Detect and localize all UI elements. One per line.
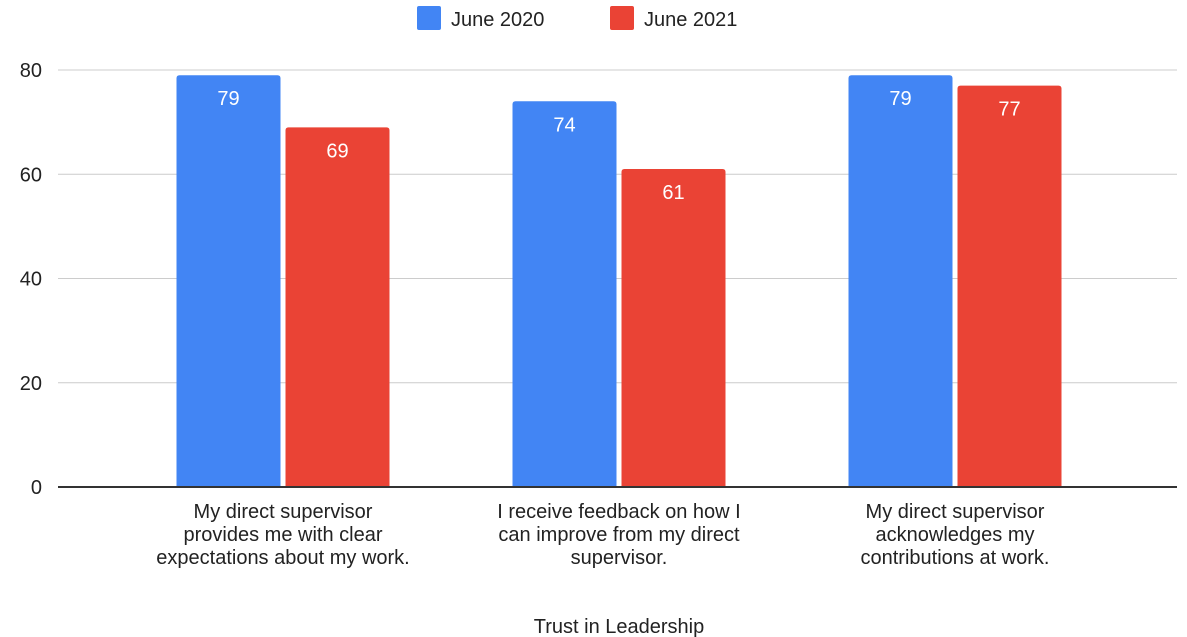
data-label: 77 [998, 99, 1020, 121]
x-category-label-line: acknowledges my [876, 524, 1035, 546]
data-label: 79 [217, 88, 239, 110]
y-axis-ticks: 0 20 40 60 80 [20, 60, 42, 499]
x-category-label-line: can improve from my direct [498, 524, 740, 546]
x-category-label-line: supervisor. [571, 547, 668, 569]
x-category-label-line: provides me with clear [184, 524, 383, 546]
data-labels: 79 74 79 69 61 77 [217, 88, 1020, 204]
legend-swatch [417, 6, 441, 30]
bar [621, 169, 726, 487]
y-tick-label: 60 [20, 164, 42, 186]
y-tick-label: 80 [20, 60, 42, 82]
legend-label: June 2020 [451, 9, 544, 31]
data-label: 74 [553, 114, 575, 136]
data-label: 79 [889, 88, 911, 110]
x-category-label: My direct supervisor provides me with cle… [156, 501, 409, 569]
bar [848, 75, 953, 488]
x-category-label-line: I receive feedback on how I [497, 501, 740, 523]
bars [176, 75, 1062, 488]
y-tick-label: 20 [20, 373, 42, 395]
legend-swatch [610, 6, 634, 30]
data-label: 69 [326, 140, 348, 162]
bar [512, 101, 617, 488]
legend: June 2020 June 2021 [417, 6, 737, 31]
bar [285, 127, 390, 488]
bar [176, 75, 281, 488]
data-label: 61 [662, 182, 684, 204]
x-axis-title: Trust in Leadership [534, 616, 704, 637]
y-tick-label: 40 [20, 269, 42, 291]
x-category-label-line: expectations about my work. [156, 547, 409, 569]
x-category-label-line: contributions at work. [861, 547, 1050, 569]
bar [957, 85, 1062, 487]
x-category-label-line: My direct supervisor [866, 501, 1045, 523]
x-category-label: My direct supervisor acknowledges my contr… [861, 501, 1050, 569]
x-axis-category-labels: My direct supervisor provides me with cle… [156, 501, 1049, 569]
legend-label: June 2021 [644, 9, 737, 31]
y-tick-label: 0 [31, 477, 42, 499]
x-category-label-line: My direct supervisor [194, 501, 373, 523]
